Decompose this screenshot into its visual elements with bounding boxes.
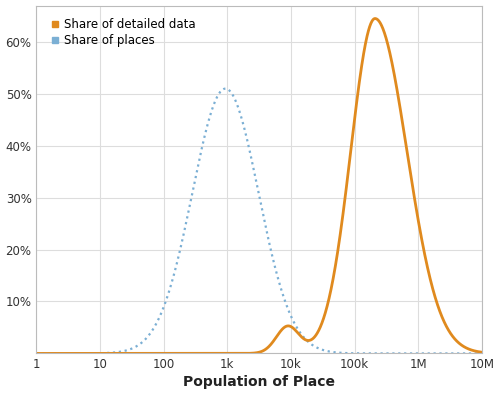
Share of places: [111, 350, 117, 355]
Share of places: [84, 351, 90, 356]
Share of detailed data: [206, 351, 212, 356]
X-axis label: Population of Place: Population of Place: [183, 375, 335, 389]
Share of places: [225, 87, 231, 92]
Line: Share of places: Share of places: [36, 88, 485, 354]
Share of detailed data: [34, 351, 40, 356]
Share of detailed data: [482, 350, 488, 355]
Line: Share of detailed data: Share of detailed data: [36, 19, 485, 354]
Share of detailed data: [474, 349, 480, 354]
Legend: Share of detailed data, Share of places: Share of detailed data, Share of places: [47, 15, 200, 51]
Share of places: [206, 119, 212, 124]
Share of detailed data: [84, 351, 90, 356]
Share of places: [482, 351, 488, 356]
Share of detailed data: [225, 351, 231, 356]
Share of detailed data: [425, 268, 431, 273]
Share of places: [425, 351, 431, 356]
Share of places: [222, 86, 228, 91]
Share of places: [474, 351, 480, 356]
Share of places: [34, 351, 40, 356]
Share of detailed data: [372, 16, 378, 21]
Share of detailed data: [111, 351, 117, 356]
